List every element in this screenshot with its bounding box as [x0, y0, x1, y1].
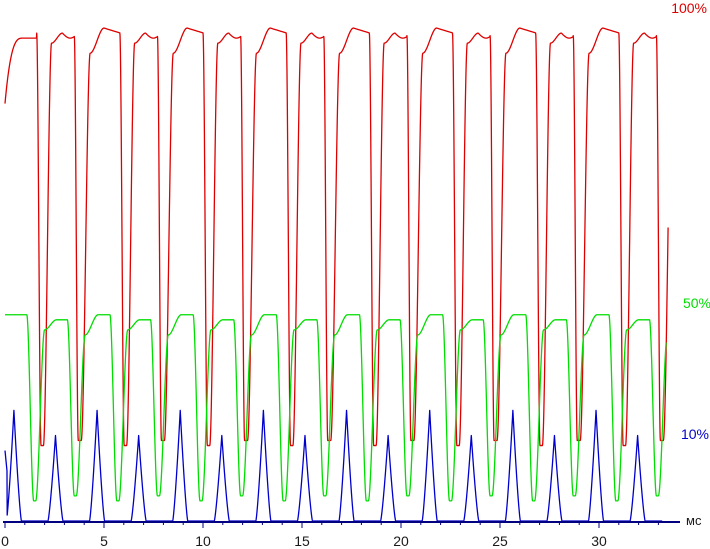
series-line-100pct — [4, 27, 669, 447]
x-tick-label: 0 — [1, 533, 9, 549]
x-tick-label: 15 — [294, 533, 310, 549]
series-label-100: 100% — [671, 0, 707, 16]
x-tick-label: 5 — [100, 533, 108, 549]
series-line-10pct — [4, 409, 663, 522]
x-ticks: 0 5 10 15 20 25 30 — [1, 522, 659, 549]
series-line-50pct — [4, 314, 667, 502]
x-axis-unit-label: мс — [686, 513, 702, 528]
series-label-10: 10% — [681, 426, 709, 442]
x-tick-label: 20 — [393, 533, 409, 549]
series-label-50: 50% — [683, 295, 710, 311]
series-layer — [4, 27, 669, 522]
x-tick-label: 25 — [492, 533, 508, 549]
x-tick-label: 30 — [591, 533, 607, 549]
x-tick-label: 10 — [195, 533, 211, 549]
